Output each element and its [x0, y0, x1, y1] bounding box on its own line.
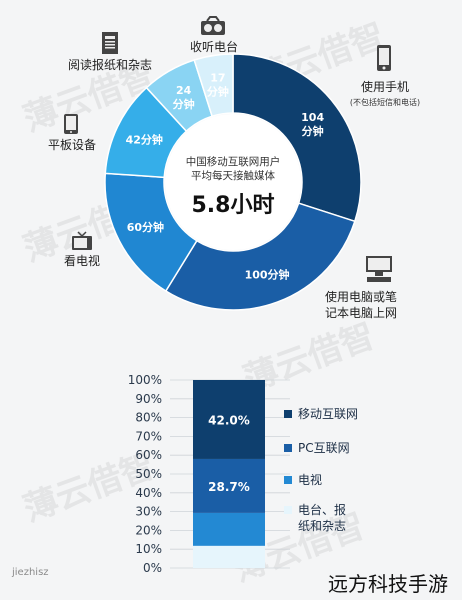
- y-tick-label: 30%: [135, 505, 162, 519]
- donut-slice-value-label: 24 分钟: [173, 84, 195, 111]
- y-tick-label: 50%: [135, 467, 162, 481]
- newspaper-icon: [102, 32, 118, 54]
- y-tick-label: 90%: [135, 392, 162, 406]
- donut-slice: [193, 53, 234, 118]
- legend-label: 移动互联网: [298, 407, 359, 421]
- label-newspaper: 阅读报纸和杂志: [67, 58, 152, 72]
- y-tick-label: 20%: [135, 523, 162, 537]
- radio-icon: [201, 16, 225, 35]
- bar-segment: [193, 545, 265, 568]
- legend-item-mobile: 移动互联网: [284, 406, 358, 422]
- y-tick-label: 80%: [135, 411, 162, 425]
- footer-account: jiezhisz: [12, 567, 49, 578]
- y-tick-label: 60%: [135, 448, 162, 462]
- y-tick-label: 0%: [143, 561, 162, 575]
- legend-label: PC互联网: [298, 441, 350, 455]
- phone-icon: [377, 45, 391, 71]
- donut-center-title: 中国移动互联网用户: [186, 155, 281, 168]
- label-phone: 使用手机 (不包括短信和电话): [330, 80, 440, 110]
- legend-label: 电视: [298, 473, 323, 487]
- donut-center-value: 5.8小时: [192, 193, 275, 218]
- legend-label: 电台、报 纸和杂志: [298, 503, 347, 533]
- legend-swatch: [284, 476, 292, 484]
- legend-item-tv: 电视: [284, 472, 322, 488]
- donut-center: [165, 114, 301, 250]
- y-tick-label: 10%: [135, 542, 162, 556]
- label-tablet: 平板设备: [47, 138, 96, 152]
- donut-slice: [164, 202, 356, 311]
- legend-swatch: [284, 444, 292, 452]
- label-phone-sub: (不包括短信和电话): [349, 98, 421, 107]
- footer-brand: 远方科技手游: [328, 572, 448, 596]
- legend-item-print-radio: 电台、报 纸和杂志: [284, 502, 346, 534]
- label-phone-main: 使用手机: [360, 80, 409, 94]
- donut-slice-value-label: 104 分钟: [301, 111, 324, 138]
- desktop-computer-icon: [366, 256, 392, 282]
- tv-icon: [72, 231, 92, 250]
- legend-item-pc: PC互联网: [284, 440, 350, 456]
- donut-slice: [232, 53, 362, 223]
- label-radio: 收听电台: [189, 40, 238, 54]
- label-tv: 看电视: [63, 254, 100, 268]
- y-tick-label: 100%: [128, 373, 162, 387]
- y-tick-label: 70%: [135, 429, 162, 443]
- legend-swatch: [284, 410, 292, 418]
- y-tick-label: 40%: [135, 486, 162, 500]
- donut-slice-value-label: 100分钟: [245, 267, 290, 281]
- bar-segment: [193, 512, 265, 546]
- donut-slice-value-label: 60分钟: [127, 220, 164, 234]
- bar-segment-label: 42.0%: [208, 413, 250, 427]
- bar-segment-label: 28.7%: [208, 480, 250, 494]
- donut-slice-value-label: 42分钟: [126, 132, 163, 146]
- label-pc: 使用电脑或笔 记本电脑上网: [325, 290, 398, 320]
- bar-segment: [193, 380, 265, 459]
- bar-segment: [193, 458, 265, 513]
- stacked-bar-chart: 0% 10% 20% 30% 40% 50% 60% 70% 80% 90% 100% 28.7% 42…: [128, 373, 290, 575]
- legend-swatch: [284, 506, 292, 514]
- tablet-icon: [64, 114, 78, 134]
- donut-chart: 104 分钟 100分钟 60分钟 42分钟 24 分钟 17 分钟中国移动互联网用户平均每天接…: [104, 53, 362, 311]
- donut-center-title: 平均每天接触媒体: [191, 169, 275, 182]
- donut-slice-value-label: 17 分钟: [207, 72, 229, 99]
